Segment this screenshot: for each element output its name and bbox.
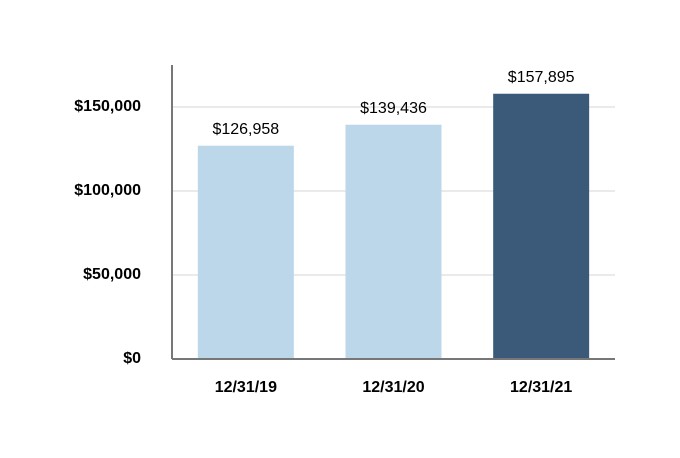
value-label: $126,958: [212, 121, 279, 138]
y-tick-label: $150,000: [74, 98, 141, 115]
x-tick-label: 12/31/19: [215, 379, 277, 396]
y-tick-label: $50,000: [83, 266, 141, 283]
bar: [345, 124, 442, 359]
y-tick-label: $100,000: [74, 182, 141, 199]
bar: [493, 93, 590, 360]
bar: [197, 145, 294, 359]
x-tick-label: 12/31/20: [362, 379, 424, 396]
x-tick-label: 12/31/21: [510, 379, 572, 396]
value-label: $139,436: [360, 100, 427, 117]
value-label: $157,895: [508, 69, 575, 86]
y-tick-label: $0: [123, 350, 141, 367]
